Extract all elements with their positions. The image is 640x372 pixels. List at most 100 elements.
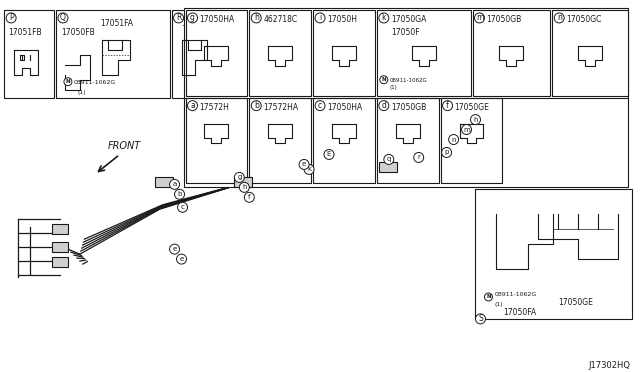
Text: P: P [9, 13, 13, 22]
Text: m: m [476, 13, 483, 22]
Text: m: m [463, 126, 470, 132]
Circle shape [234, 172, 244, 182]
Text: k: k [307, 166, 311, 172]
Circle shape [461, 125, 472, 135]
Bar [52, 224, 68, 234]
Text: J17302HQ: J17302HQ [588, 361, 630, 370]
Text: 17050GC: 17050GC [566, 15, 602, 24]
Text: e: e [179, 256, 184, 262]
Circle shape [64, 78, 72, 86]
Text: c: c [180, 204, 184, 210]
Text: 17050HA: 17050HA [327, 103, 362, 112]
Text: E: E [327, 151, 332, 157]
Text: 17572HA: 17572HA [263, 103, 298, 112]
Bar [474, 189, 632, 319]
Text: 17050GB: 17050GB [391, 103, 426, 112]
Text: (1): (1) [78, 90, 86, 95]
Text: f: f [446, 101, 449, 110]
Text: S: S [478, 314, 483, 323]
Bar [184, 8, 628, 187]
Circle shape [58, 13, 68, 23]
Text: q: q [387, 157, 391, 163]
Circle shape [299, 160, 309, 169]
Circle shape [177, 202, 188, 212]
Text: R: R [176, 13, 181, 22]
Circle shape [470, 115, 481, 125]
Text: 17050H: 17050H [327, 15, 357, 24]
Text: 17050FB: 17050FB [61, 28, 95, 37]
Text: f: f [248, 194, 250, 200]
Text: i: i [319, 13, 321, 22]
Circle shape [6, 13, 16, 23]
Bar [472, 10, 550, 96]
Text: N: N [381, 77, 386, 82]
Text: n: n [451, 137, 456, 142]
Text: 17050HA: 17050HA [200, 15, 235, 24]
Text: N: N [66, 79, 70, 84]
Text: (1): (1) [390, 85, 397, 90]
Text: a: a [190, 101, 195, 110]
Circle shape [252, 101, 261, 110]
Text: 17050F: 17050F [391, 28, 419, 37]
Circle shape [244, 192, 254, 202]
Circle shape [476, 314, 486, 324]
Circle shape [554, 13, 564, 23]
Circle shape [173, 13, 184, 23]
Bar [250, 98, 311, 183]
Circle shape [304, 164, 314, 174]
Text: 17050GB: 17050GB [486, 15, 522, 24]
Circle shape [239, 182, 250, 192]
Bar [155, 177, 173, 187]
Bar [379, 163, 397, 172]
Text: N: N [486, 295, 491, 299]
Text: 17050GA: 17050GA [391, 15, 426, 24]
Bar [172, 10, 241, 98]
Bar [377, 98, 438, 183]
Bar [56, 10, 170, 98]
Bar [440, 98, 502, 183]
Text: 17572H: 17572H [200, 103, 229, 112]
Circle shape [170, 244, 180, 254]
Text: e: e [172, 246, 177, 252]
Text: h: h [473, 116, 477, 123]
Text: 462718C: 462718C [263, 15, 298, 24]
Circle shape [175, 189, 184, 199]
Text: 08911-1062G: 08911-1062G [74, 80, 116, 85]
Text: p: p [444, 150, 449, 155]
Text: k: k [381, 13, 386, 22]
Text: 17050GE: 17050GE [558, 298, 593, 307]
Text: h: h [242, 185, 246, 190]
Circle shape [170, 179, 180, 189]
Bar [4, 10, 54, 98]
Text: g: g [237, 174, 241, 180]
Bar [313, 98, 375, 183]
Circle shape [443, 101, 452, 110]
Text: g: g [190, 13, 195, 22]
Circle shape [380, 76, 388, 84]
Circle shape [442, 147, 452, 157]
Bar [234, 177, 252, 187]
Text: c: c [318, 101, 322, 110]
Bar [250, 10, 311, 96]
Text: b: b [254, 101, 259, 110]
Text: (1): (1) [495, 302, 503, 307]
Text: r: r [417, 154, 420, 160]
Circle shape [474, 13, 484, 23]
Circle shape [315, 101, 325, 110]
Circle shape [379, 101, 389, 110]
Text: 17051FB: 17051FB [8, 28, 42, 37]
Circle shape [384, 154, 394, 164]
Text: b: b [177, 191, 182, 197]
Circle shape [449, 135, 459, 144]
Bar [52, 242, 68, 252]
Circle shape [188, 13, 198, 23]
Circle shape [177, 254, 186, 264]
Circle shape [379, 13, 389, 23]
Text: 08911-1062G: 08911-1062G [390, 78, 428, 83]
Text: e: e [302, 161, 306, 167]
Text: 17050FA: 17050FA [504, 308, 536, 317]
Bar [377, 10, 470, 96]
Bar [52, 257, 68, 267]
Text: d: d [381, 101, 387, 110]
Text: 17051FA: 17051FA [100, 19, 133, 28]
